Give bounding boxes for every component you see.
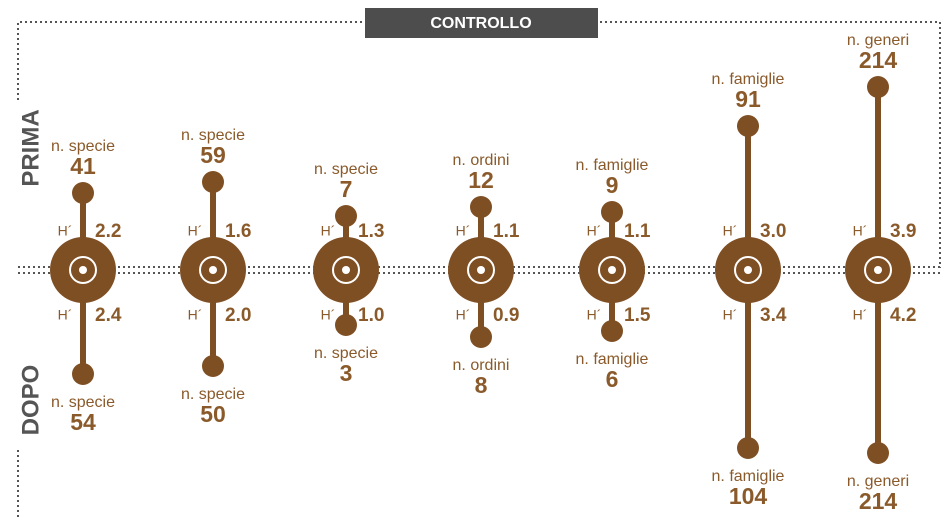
stem-dot — [470, 196, 492, 218]
h-value: 0.9 — [493, 305, 519, 326]
count-label: n. specie — [181, 127, 245, 144]
h-label: H´ — [321, 307, 336, 323]
count-value: 50 — [200, 401, 226, 427]
h-value: 3.9 — [890, 221, 916, 242]
icon — [608, 266, 616, 274]
count-label: n. specie — [181, 386, 245, 403]
stem-dot — [737, 437, 759, 459]
count-value: 54 — [70, 409, 96, 435]
h-value: 1.5 — [624, 305, 651, 326]
count-value: 59 — [200, 142, 226, 168]
h-value: 2.2 — [95, 221, 121, 242]
icon — [332, 256, 360, 284]
count-value: 3 — [340, 360, 353, 386]
count-value: 6 — [606, 366, 619, 392]
count-label: n. generi — [847, 473, 909, 490]
header-box — [365, 8, 598, 38]
stem-dot — [72, 182, 94, 204]
count-value: 12 — [468, 167, 494, 193]
count-value: 9 — [606, 172, 619, 198]
h-label: H´ — [188, 307, 203, 323]
side-label: DOPO — [17, 365, 44, 436]
stem-dot — [335, 205, 357, 227]
icon — [864, 256, 892, 284]
h-value: 1.1 — [624, 221, 651, 242]
h-label: H´ — [587, 307, 602, 323]
icon — [199, 256, 227, 284]
h-label: H´ — [58, 307, 73, 323]
count-label: n. ordini — [453, 357, 510, 374]
h-value: 2.0 — [225, 305, 251, 326]
icon — [477, 266, 485, 274]
h-label: H´ — [853, 223, 868, 239]
icon — [734, 256, 762, 284]
h-label: H´ — [456, 223, 471, 239]
h-label: H´ — [723, 307, 738, 323]
count-value: 91 — [735, 86, 761, 112]
h-value: 1.0 — [358, 305, 384, 326]
stem-dot — [202, 171, 224, 193]
h-value: 1.1 — [493, 221, 520, 242]
icon — [69, 256, 97, 284]
count-label: n. specie — [51, 138, 115, 155]
count-label: n. specie — [314, 345, 378, 362]
count-value: 104 — [729, 483, 768, 509]
stem-dot — [202, 355, 224, 377]
h-label: H´ — [587, 223, 602, 239]
count-value: 7 — [340, 176, 353, 202]
icon — [598, 256, 626, 284]
count-label: n. famiglie — [712, 468, 785, 485]
count-label: n. famiglie — [712, 71, 785, 88]
h-value: 3.4 — [760, 305, 787, 326]
icon — [209, 266, 217, 274]
stem-dot — [867, 442, 889, 464]
icon — [79, 266, 87, 274]
count-value: 214 — [859, 488, 898, 514]
stem-dot — [72, 363, 94, 385]
stem-dot — [335, 314, 357, 336]
h-label: H´ — [456, 307, 471, 323]
side-label: PRIMA — [17, 109, 44, 186]
h-value: 3.0 — [760, 221, 786, 242]
h-label: H´ — [723, 223, 738, 239]
icon — [874, 266, 882, 274]
icon — [744, 266, 752, 274]
h-value: 2.4 — [95, 305, 122, 326]
h-value: 1.3 — [358, 221, 384, 242]
stem-dot — [470, 326, 492, 348]
h-value: 1.6 — [225, 221, 251, 242]
h-label: H´ — [58, 223, 73, 239]
count-label: n. ordini — [453, 152, 510, 169]
h-label: H´ — [321, 223, 336, 239]
count-value: 8 — [475, 372, 488, 398]
h-label: H´ — [853, 307, 868, 323]
stem-dot — [601, 201, 623, 223]
count-value: 214 — [859, 47, 898, 73]
count-label: n. famiglie — [576, 157, 649, 174]
count-label: n. generi — [847, 32, 909, 49]
icon — [467, 256, 495, 284]
count-label: n. famiglie — [576, 351, 649, 368]
stem-dot — [601, 320, 623, 342]
h-value: 4.2 — [890, 305, 916, 326]
count-label: n. specie — [314, 161, 378, 178]
header-title: CONTROLLO — [430, 15, 531, 32]
h-label: H´ — [188, 223, 203, 239]
icon — [342, 266, 350, 274]
count-value: 41 — [70, 153, 96, 179]
stem-dot — [867, 76, 889, 98]
count-label: n. specie — [51, 394, 115, 411]
stem-dot — [737, 115, 759, 137]
